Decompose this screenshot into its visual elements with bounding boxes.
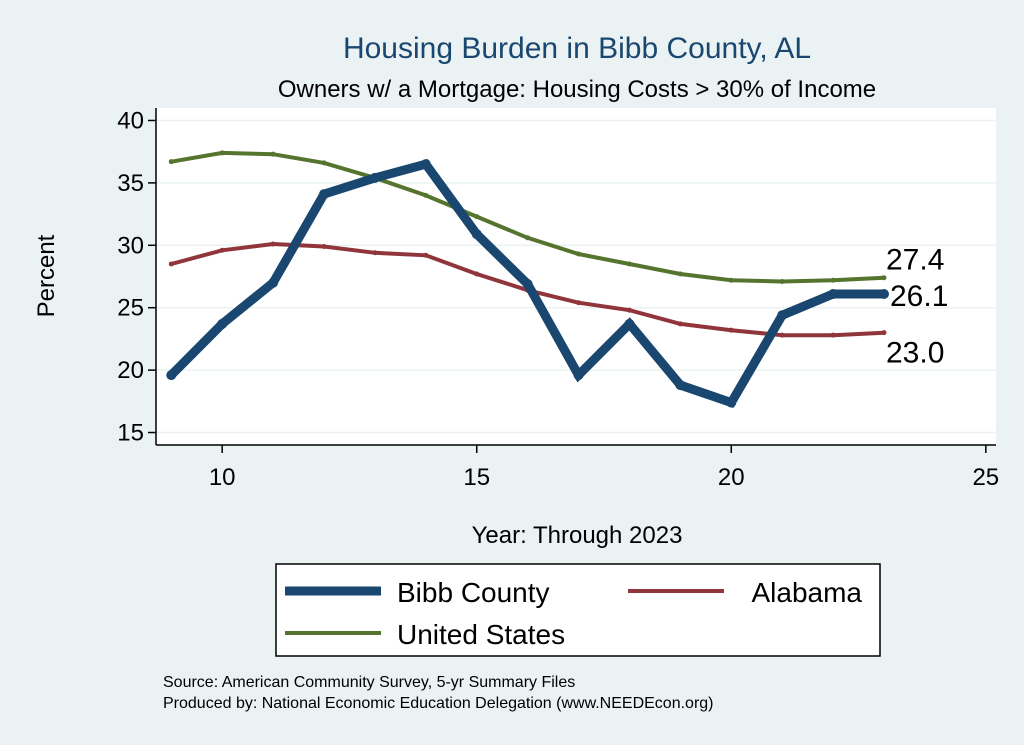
data-point-bibb-county: [573, 370, 584, 381]
data-point-united-states: [423, 192, 429, 198]
data-point-united-states: [779, 278, 785, 284]
x-tick-label: 25: [972, 464, 999, 491]
data-point-united-states: [881, 275, 887, 281]
data-point-bibb-county: [268, 277, 279, 288]
legend: Bibb County Alabama United States: [285, 577, 862, 650]
data-point-alabama: [423, 252, 429, 258]
y-tick-label: 40: [117, 107, 144, 134]
data-point-alabama: [270, 241, 276, 247]
end-label-bibb-county: 26.1: [890, 280, 948, 313]
data-point-united-states: [626, 261, 632, 267]
data-point-bibb-county: [624, 318, 635, 329]
end-labels: 26.1 23.0 27.4: [886, 244, 948, 370]
data-point-alabama: [321, 244, 327, 250]
legend-box: [275, 563, 881, 657]
data-point-bibb-county: [471, 229, 482, 240]
axes: 15 20 25 30 35 40 10 15 20 25: [117, 107, 999, 491]
data-point-bibb-county: [420, 159, 431, 170]
data-point-bibb-county: [522, 278, 533, 289]
chart-title: Housing Burden in Bibb County, AL: [343, 32, 811, 65]
data-point-alabama: [779, 332, 785, 338]
data-point-alabama: [626, 307, 632, 313]
data-point-alabama: [372, 250, 378, 256]
data-point-united-states: [270, 151, 276, 157]
data-point-bibb-county: [217, 318, 228, 329]
data-point-bibb-county: [319, 189, 329, 200]
x-tick-label: 15: [463, 464, 490, 491]
data-point-united-states: [219, 150, 225, 156]
data-point-bibb-county: [166, 370, 177, 381]
data-point-united-states: [525, 235, 531, 241]
data-point-alabama: [219, 247, 225, 253]
data-point-united-states: [677, 271, 683, 277]
data-point-alabama: [728, 327, 734, 333]
x-axis-label: Year: Through 2023: [472, 522, 683, 549]
data-point-alabama: [168, 261, 174, 267]
plot-area: [156, 108, 996, 445]
data-point-united-states: [830, 277, 836, 283]
legend-label-alabama: Alabama: [751, 577, 862, 608]
source-note: Source: American Community Survey, 5-yr …: [163, 674, 575, 691]
data-point-united-states: [576, 251, 582, 257]
data-point-alabama: [830, 332, 836, 338]
y-tick-label: 15: [117, 420, 144, 447]
data-point-united-states: [168, 159, 174, 165]
data-point-bibb-county: [675, 380, 686, 391]
data-point-united-states: [321, 160, 327, 166]
gridlines: [156, 119, 996, 434]
data-point-bibb-county: [828, 288, 839, 299]
legend-label-bibb-county: Bibb County: [397, 577, 550, 608]
y-tick-label: 20: [117, 357, 144, 384]
producer-note: Produced by: National Economic Education…: [163, 695, 714, 712]
y-axis-label: Percent: [33, 234, 60, 317]
data-point-bibb-county: [369, 172, 380, 183]
end-label-united-states: 27.4: [886, 244, 944, 277]
data-point-bibb-county: [777, 310, 788, 321]
data-point-bibb-county: [726, 397, 737, 408]
y-tick-label: 35: [117, 170, 144, 197]
data-point-alabama: [576, 300, 582, 306]
series-lines: [166, 150, 889, 409]
y-tick-label: 30: [117, 232, 144, 259]
end-label-alabama: 23.0: [886, 337, 944, 370]
legend-label-united-states: United States: [397, 619, 565, 650]
x-tick-label: 20: [718, 464, 745, 491]
data-point-alabama: [677, 321, 683, 327]
data-point-alabama: [474, 271, 480, 277]
x-tick-label: 10: [209, 464, 236, 491]
y-tick-label: 25: [117, 295, 144, 322]
data-point-united-states: [474, 214, 480, 220]
data-point-alabama: [881, 330, 887, 336]
data-point-bibb-county: [879, 288, 889, 299]
data-point-united-states: [728, 277, 734, 283]
chart-subtitle: Owners w/ a Mortgage: Housing Costs > 30…: [278, 76, 876, 103]
